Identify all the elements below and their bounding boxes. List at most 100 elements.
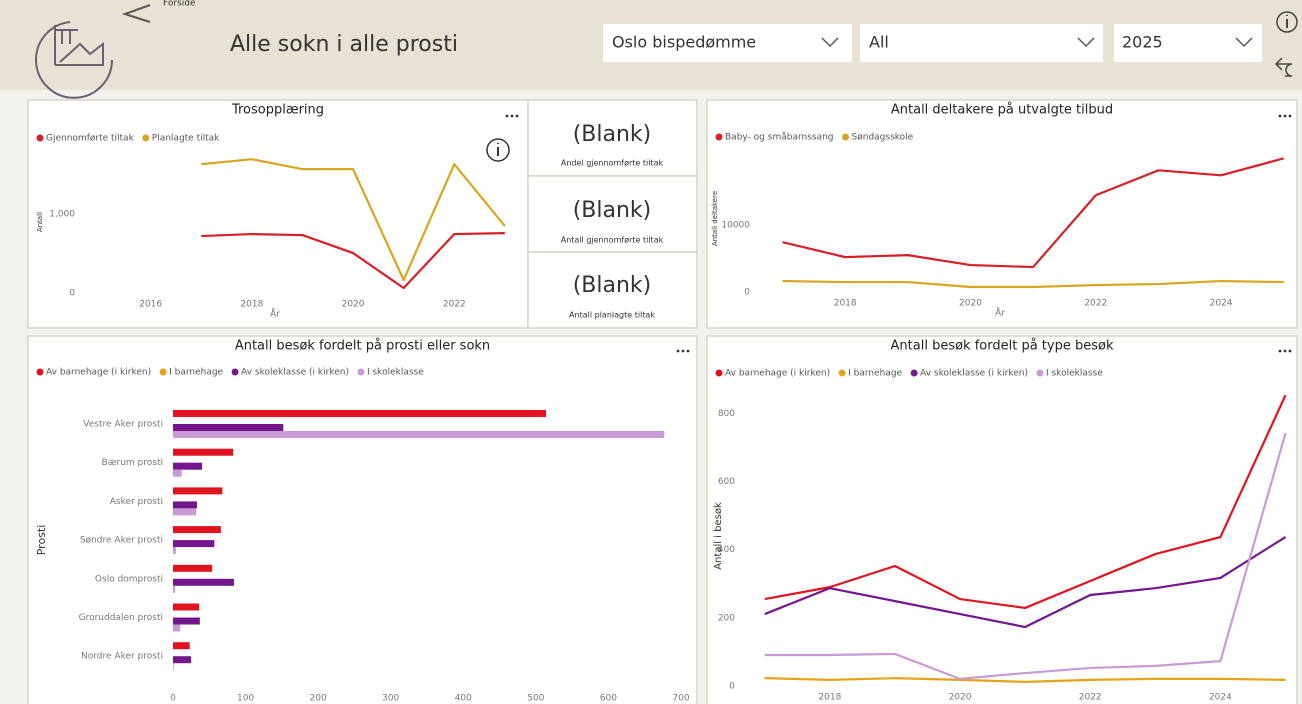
series-line [201, 232, 505, 290]
x-axis-label: År [995, 307, 1005, 319]
legend-marker [357, 368, 365, 376]
filter-2[interactable]: All [860, 24, 1103, 62]
card-label: Antall planlagte tiltak [569, 311, 655, 320]
info-icon[interactable] [1276, 11, 1298, 33]
chart-title: Antall besøk fordelt på type besøk [891, 339, 1114, 354]
bar [173, 547, 176, 555]
bar [173, 656, 192, 664]
x-tick-label: 2022 [1084, 299, 1107, 309]
more-options [681, 349, 685, 353]
legend-marker [36, 368, 44, 376]
x-tick-label: 2018 [834, 299, 857, 309]
bar [173, 526, 221, 534]
x-tick-label: 2020 [959, 299, 982, 309]
x-tick-label: 100 [237, 694, 254, 704]
card-label: Andel gjennomførte tiltak [561, 159, 664, 168]
x-tick-label: 200 [310, 694, 327, 704]
dropdown-value[interactable]: Oslo bispedømme [612, 33, 756, 52]
y-tick-label: Nordre Aker prosti [81, 652, 163, 662]
bar [173, 603, 200, 611]
y-tick-label: Oslo domprosti [95, 574, 163, 584]
legend-label: Baby- og småbarnssang [725, 132, 834, 143]
legend-marker [842, 133, 850, 141]
x-tick-label: 700 [672, 694, 689, 704]
y-axis-label: Antall [36, 212, 44, 232]
y-tick-label: Vestre Aker prosti [83, 420, 163, 430]
more-options [1283, 349, 1287, 353]
card-panel [527, 99, 698, 177]
card-value: (Blank) [573, 273, 652, 298]
legend-label: Planlagte tiltak [152, 134, 220, 144]
more-options [515, 114, 519, 118]
legend-label: Av barnehage (i kirken) [725, 369, 830, 379]
legend-marker [231, 368, 239, 376]
undo-icon[interactable] [1274, 57, 1293, 77]
legend-label: I skoleklasse [367, 368, 424, 378]
more-options [1288, 349, 1292, 353]
filter-1[interactable]: Oslo bispedømme [603, 24, 852, 62]
x-tick-label: 500 [527, 694, 544, 704]
legend-label: Søndagsskole [852, 133, 914, 143]
series-line [764, 432, 1287, 680]
more-options [510, 114, 514, 118]
bar [173, 564, 213, 572]
legend-label: I barnehage [848, 369, 902, 379]
dropdown[interactable] [1114, 24, 1262, 62]
legend-label: Av barnehage (i kirken) [46, 368, 151, 378]
more-options [1283, 114, 1287, 118]
legend-marker [1036, 369, 1044, 377]
dropdown-value[interactable]: 2025 [1122, 33, 1163, 52]
bar [173, 578, 234, 586]
bar [173, 448, 234, 456]
y-tick-label: Søndre Aker prosti [80, 536, 163, 546]
legend-marker [159, 368, 167, 376]
more-options [1278, 114, 1282, 118]
bar [173, 624, 181, 632]
back-label[interactable]: Forside [163, 0, 196, 9]
legend-label: Gjennomførte tiltak [46, 134, 135, 144]
y-tick-label: 200 [718, 613, 735, 623]
x-tick-label: 2024 [1209, 693, 1232, 703]
series-line [782, 279, 1284, 289]
card-value: (Blank) [573, 122, 652, 147]
legend-marker [838, 369, 846, 377]
x-tick-label: 2020 [342, 300, 365, 310]
card-panel [527, 251, 698, 329]
filter-3[interactable]: 2025 [1114, 24, 1262, 62]
bar [173, 424, 284, 431]
legend-marker [36, 134, 44, 142]
bar [173, 431, 665, 438]
chart-title: Antall besøk fordelt på prosti eller sok… [235, 339, 490, 354]
y-tick-label: 400 [718, 545, 735, 555]
y-tick-label: 10000 [721, 221, 750, 231]
dropdown[interactable] [603, 24, 852, 62]
y-tick-label: 0 [69, 289, 75, 299]
more-options [686, 349, 690, 353]
dropdown-value[interactable]: All [869, 33, 889, 52]
panel [706, 335, 1298, 704]
legend-marker [142, 134, 150, 142]
panel [706, 99, 1298, 329]
bar [173, 469, 182, 477]
chart-title: Trosopplæring [231, 103, 324, 118]
x-tick-label: 600 [600, 694, 617, 704]
legend-marker [715, 369, 723, 377]
chevron[interactable] [1077, 37, 1095, 48]
page-title: Alle sokn i alle prosti [230, 32, 458, 57]
y-axis-label: Antall deltakere [711, 191, 719, 246]
more-options [676, 349, 680, 353]
bar [173, 617, 200, 625]
y-axis-label: Prosti [35, 525, 48, 556]
legend-label: I skoleklasse [1046, 369, 1103, 379]
back-arrow[interactable] [121, 4, 151, 23]
card-value: (Blank) [573, 198, 652, 223]
dropdown[interactable] [860, 24, 1103, 62]
chevron[interactable] [821, 37, 839, 48]
chevron[interactable] [1235, 37, 1253, 48]
card-label: Antall gjennomførte tiltak [561, 236, 664, 245]
legend-label: Av skoleklasse (i kirken) [241, 368, 349, 378]
series-line [764, 536, 1287, 629]
series-line [764, 677, 1286, 684]
info-icon[interactable] [486, 138, 510, 162]
